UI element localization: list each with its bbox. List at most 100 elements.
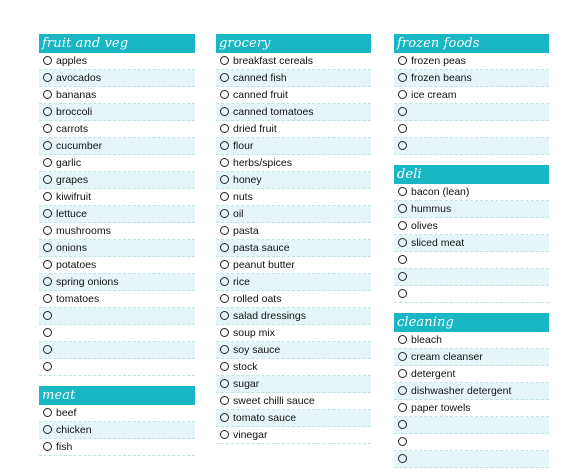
checkbox-circle-icon[interactable]: [220, 158, 229, 167]
checkbox-circle-icon[interactable]: [43, 345, 52, 354]
checkbox-circle-icon[interactable]: [43, 277, 52, 286]
list-item[interactable]: frozen peas: [394, 53, 549, 70]
checkbox-circle-icon[interactable]: [398, 352, 407, 361]
list-item[interactable]: beef: [39, 405, 195, 422]
checkbox-circle-icon[interactable]: [43, 311, 52, 320]
checkbox-circle-icon[interactable]: [220, 328, 229, 337]
checkbox-circle-icon[interactable]: [43, 56, 52, 65]
list-item[interactable]: herbs/spices: [216, 155, 371, 172]
checkbox-circle-icon[interactable]: [43, 90, 52, 99]
checkbox-circle-icon[interactable]: [398, 187, 407, 196]
list-item[interactable]: flour: [216, 138, 371, 155]
list-item[interactable]: bananas: [39, 87, 195, 104]
checkbox-circle-icon[interactable]: [220, 209, 229, 218]
checkbox-circle-icon[interactable]: [220, 56, 229, 65]
list-item[interactable]: cucumber: [39, 138, 195, 155]
list-item[interactable]: detergent: [394, 366, 549, 383]
list-item[interactable]: grapes: [39, 172, 195, 189]
list-item[interactable]: sliced meat: [394, 235, 549, 252]
checkbox-circle-icon[interactable]: [220, 226, 229, 235]
list-item[interactable]: peanut butter: [216, 257, 371, 274]
list-item[interactable]: bacon (lean): [394, 184, 549, 201]
checkbox-circle-icon[interactable]: [398, 386, 407, 395]
list-item[interactable]: [39, 308, 195, 325]
list-item[interactable]: [394, 104, 549, 121]
checkbox-circle-icon[interactable]: [43, 158, 52, 167]
checkbox-circle-icon[interactable]: [398, 369, 407, 378]
checkbox-circle-icon[interactable]: [43, 294, 52, 303]
checkbox-circle-icon[interactable]: [43, 175, 52, 184]
checkbox-circle-icon[interactable]: [398, 420, 407, 429]
list-item[interactable]: bleach: [394, 332, 549, 349]
list-item[interactable]: rice: [216, 274, 371, 291]
list-item[interactable]: frozen beans: [394, 70, 549, 87]
checkbox-circle-icon[interactable]: [220, 243, 229, 252]
checkbox-circle-icon[interactable]: [398, 289, 407, 298]
checkbox-circle-icon[interactable]: [398, 272, 407, 281]
list-item[interactable]: ice cream: [394, 87, 549, 104]
list-item[interactable]: soup mix: [216, 325, 371, 342]
checkbox-circle-icon[interactable]: [43, 328, 52, 337]
checkbox-circle-icon[interactable]: [43, 209, 52, 218]
checkbox-circle-icon[interactable]: [43, 124, 52, 133]
list-item[interactable]: potatoes: [39, 257, 195, 274]
checkbox-circle-icon[interactable]: [43, 362, 52, 371]
list-item[interactable]: paper towels: [394, 400, 549, 417]
list-item[interactable]: canned tomatoes: [216, 104, 371, 121]
checkbox-circle-icon[interactable]: [43, 243, 52, 252]
checkbox-circle-icon[interactable]: [220, 430, 229, 439]
list-item[interactable]: soy sauce: [216, 342, 371, 359]
list-item[interactable]: sugar: [216, 376, 371, 393]
checkbox-circle-icon[interactable]: [398, 255, 407, 264]
list-item[interactable]: [394, 252, 549, 269]
list-item[interactable]: lettuce: [39, 206, 195, 223]
checkbox-circle-icon[interactable]: [398, 90, 407, 99]
checkbox-circle-icon[interactable]: [220, 396, 229, 405]
list-item[interactable]: spring onions: [39, 274, 195, 291]
checkbox-circle-icon[interactable]: [220, 107, 229, 116]
list-item[interactable]: kiwifruit: [39, 189, 195, 206]
list-item[interactable]: onions: [39, 240, 195, 257]
list-item[interactable]: carrots: [39, 121, 195, 138]
checkbox-circle-icon[interactable]: [43, 425, 52, 434]
checkbox-circle-icon[interactable]: [398, 403, 407, 412]
checkbox-circle-icon[interactable]: [43, 408, 52, 417]
checkbox-circle-icon[interactable]: [220, 311, 229, 320]
checkbox-circle-icon[interactable]: [43, 73, 52, 82]
checkbox-circle-icon[interactable]: [220, 175, 229, 184]
list-item[interactable]: [394, 434, 549, 451]
checkbox-circle-icon[interactable]: [398, 141, 407, 150]
list-item[interactable]: [394, 451, 549, 468]
checkbox-circle-icon[interactable]: [220, 124, 229, 133]
list-item[interactable]: [394, 417, 549, 434]
list-item[interactable]: dishwasher detergent: [394, 383, 549, 400]
checkbox-circle-icon[interactable]: [43, 192, 52, 201]
list-item[interactable]: tomato sauce: [216, 410, 371, 427]
list-item[interactable]: dried fruit: [216, 121, 371, 138]
list-item[interactable]: mushrooms: [39, 223, 195, 240]
list-item[interactable]: vinegar: [216, 427, 371, 444]
checkbox-circle-icon[interactable]: [220, 73, 229, 82]
checkbox-circle-icon[interactable]: [220, 294, 229, 303]
list-item[interactable]: pasta: [216, 223, 371, 240]
list-item[interactable]: stock: [216, 359, 371, 376]
checkbox-circle-icon[interactable]: [220, 90, 229, 99]
list-item[interactable]: chicken: [39, 422, 195, 439]
list-item[interactable]: oil: [216, 206, 371, 223]
list-item[interactable]: [394, 121, 549, 138]
list-item[interactable]: [394, 286, 549, 303]
checkbox-circle-icon[interactable]: [398, 73, 407, 82]
list-item[interactable]: apples: [39, 53, 195, 70]
list-item[interactable]: hummus: [394, 201, 549, 218]
list-item[interactable]: [39, 359, 195, 376]
list-item[interactable]: breakfast cereals: [216, 53, 371, 70]
checkbox-circle-icon[interactable]: [398, 454, 407, 463]
list-item[interactable]: [394, 269, 549, 286]
checkbox-circle-icon[interactable]: [398, 204, 407, 213]
list-item[interactable]: olives: [394, 218, 549, 235]
list-item[interactable]: sweet chilli sauce: [216, 393, 371, 410]
list-item[interactable]: [39, 342, 195, 359]
checkbox-circle-icon[interactable]: [220, 345, 229, 354]
checkbox-circle-icon[interactable]: [43, 442, 52, 451]
checkbox-circle-icon[interactable]: [398, 124, 407, 133]
